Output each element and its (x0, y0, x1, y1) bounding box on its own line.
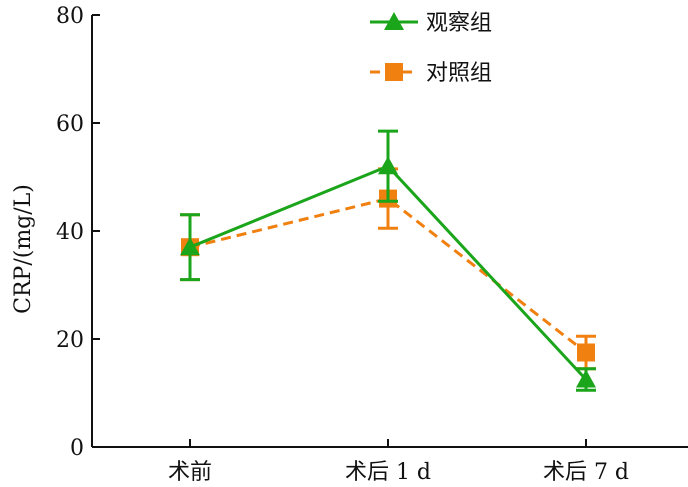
data-point-triangle (378, 156, 398, 175)
legend-item: 对照组 (370, 61, 492, 86)
data-point-triangle (576, 369, 596, 388)
x-tick-label: 术前 (168, 460, 212, 485)
legend-item: 观察组 (370, 11, 492, 36)
axes: 0 20 40 60 80 术前 术后 1 d 术后 7 d CRP/(mg/L) (11, 4, 688, 485)
series-line (189, 196, 587, 354)
legend-marker-triangle (384, 12, 404, 30)
series-layer (180, 129, 596, 392)
data-point-triangle (180, 237, 200, 256)
x-tick-label: 术后 1 d (345, 460, 431, 485)
data-point-square (577, 343, 595, 362)
y-tick-label: 0 (70, 436, 84, 461)
y-tick-label: 40 (56, 220, 84, 245)
y-tick-label: 80 (56, 4, 84, 29)
y-tick-label: 60 (56, 112, 84, 137)
legend-label: 观察组 (426, 11, 492, 36)
x-tick-label: 术后 7 d (543, 460, 629, 485)
y-tick-label: 20 (56, 328, 84, 353)
legend-marker-square (385, 63, 403, 81)
legend-label: 对照组 (426, 61, 492, 86)
y-axis-title: CRP/(mg/L) (11, 184, 36, 314)
series-observation (180, 129, 596, 392)
